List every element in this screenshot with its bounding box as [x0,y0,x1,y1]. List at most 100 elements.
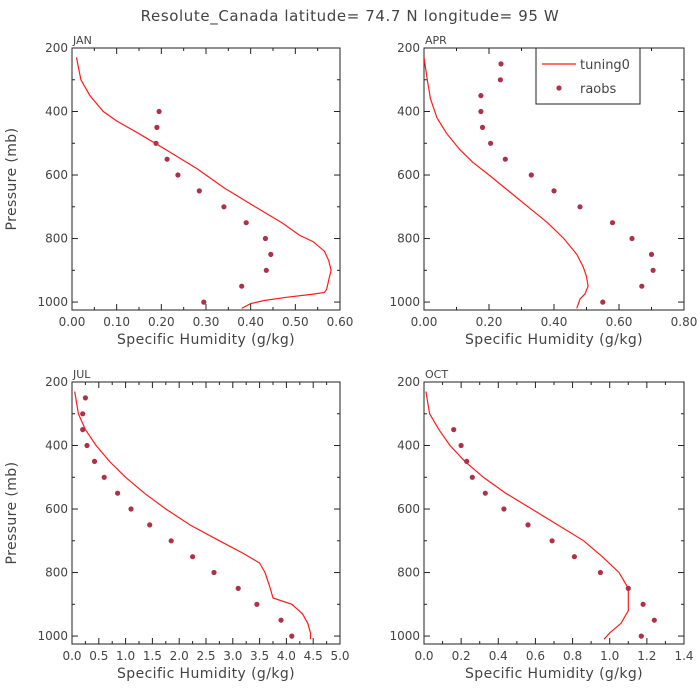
data-point-raobs [80,411,86,417]
data-point-raobs [648,251,655,257]
data-point-raobs [156,108,162,115]
data-point-raobs [168,538,174,544]
plot-frame [71,381,341,645]
data-point-raobs [254,601,260,607]
legend-marker-swatch [556,85,562,91]
x-tick-label: 1.4 [674,649,693,663]
panel-jul: JUL 0.0 0.5 1.0 1.5 2.0 2.5 3.0 3.5 4.0 4.5 5.0 200 4… [4,368,350,682]
data-point-raobs [501,506,507,512]
x-tick-label: 0.40 [541,315,568,329]
y-tick-label: 600 [45,168,68,182]
y-tick-label: 200 [397,41,420,55]
data-point-raobs [549,538,555,544]
x-tick-label: 0.20 [476,315,503,329]
y-tick-label: 1000 [389,295,420,309]
y-tick-label: 600 [397,168,420,182]
panel-title: JUL [72,368,91,381]
y-tick-label: 800 [45,232,68,246]
y-tick-label: 400 [45,105,68,119]
data-point-raobs [551,188,557,194]
data-point-raobs [478,108,484,115]
data-point-raobs [154,124,160,130]
data-point-raobs [91,458,98,464]
x-tick-label: 5.0 [330,649,349,663]
data-point-raobs [115,490,121,496]
x-tick-label: 3.0 [223,649,242,663]
x-axis-label: Specific Humidity (g/kg) [465,666,643,682]
data-point-raobs [268,251,274,257]
x-tick-label: 0.0 [414,649,433,663]
y-tick-label: 1000 [37,295,68,309]
data-point-raobs [201,299,207,305]
data-point-raobs [289,633,295,639]
y-tick-label: 400 [45,439,68,453]
legend: tuning0 raobs [535,47,641,105]
x-tick-label: 0.2 [452,649,471,663]
data-point-raobs [525,522,531,528]
data-point-raobs [147,522,153,528]
data-point-raobs [482,490,488,496]
data-point-raobs [651,617,657,623]
x-axis-label: Specific Humidity (g/kg) [465,332,643,348]
data-point-raobs [128,506,134,512]
y-tick-label: 600 [45,502,68,516]
data-point-raobs [498,61,504,67]
data-point-raobs [650,267,656,273]
x-tick-label: 1.5 [143,649,162,663]
figure-title: Resolute_Canada latitude= 74.7 N longitu… [141,7,560,26]
y-tick-label: 200 [45,375,68,389]
data-point-raobs [278,617,284,623]
data-point-raobs [239,283,245,289]
x-tick-label: 0.60 [327,315,354,329]
y-axis-label: Pressure (mb) [4,462,20,565]
x-tick-label: 0.80 [671,315,698,329]
y-tick-label: 1000 [389,629,420,643]
legend-label-model: tuning0 [580,58,630,73]
data-point-raobs [80,427,86,433]
data-point-raobs [609,220,616,226]
data-point-raobs [164,156,170,162]
data-point-raobs [478,93,484,99]
data-point-raobs [451,427,457,433]
y-axis-label: Pressure (mb) [4,128,20,231]
legend-box [535,47,641,105]
data-point-raobs [84,442,90,449]
x-tick-label: 1.0 [116,649,135,663]
x-axis-label: Specific Humidity (g/kg) [117,666,295,682]
x-tick-label: 0.8 [563,649,582,663]
y-tick-label: 600 [397,502,420,516]
x-tick-label: 0.40 [237,315,264,329]
x-tick-label: 0.0 [62,649,81,663]
panel-oct: OCT 0.0 0.2 0.4 0.6 0.8 1.0 1.2 1.4 200 400 600 800 1… [389,368,693,682]
x-tick-label: 0.60 [606,315,633,329]
data-point-raobs [190,554,196,560]
data-point-raobs [153,140,159,146]
legend-label-obs: raobs [580,82,617,97]
data-point-raobs [479,124,486,130]
data-point-raobs [640,601,646,607]
data-point-raobs [597,569,604,576]
y-tick-label: 1000 [37,629,68,643]
x-tick-label: 3.5 [250,649,269,663]
y-tick-label: 400 [397,439,420,453]
x-tick-label: 0.00 [59,315,86,329]
data-point-raobs [196,188,202,194]
x-tick-label: 0.5 [89,649,108,663]
data-point-raobs [600,299,606,305]
y-tick-label: 400 [397,105,420,119]
data-point-raobs [464,458,470,464]
series-line-tuning0 [74,391,312,640]
data-point-raobs [639,283,645,289]
x-tick-label: 0.4 [489,649,508,663]
data-point-raobs [502,156,508,162]
panel-apr: APR 0.00 0.20 0.40 0.60 0.80 200 400 600 800 1000 S… [389,34,697,348]
plot-frame [71,47,341,311]
y-tick-label: 200 [397,375,420,389]
data-point-raobs [211,569,217,576]
data-point-raobs [528,172,534,178]
x-tick-label: 4.0 [277,649,296,663]
x-tick-label: 0.50 [282,315,309,329]
panel-title: JAN [72,34,92,47]
x-tick-label: 1.0 [600,649,619,663]
